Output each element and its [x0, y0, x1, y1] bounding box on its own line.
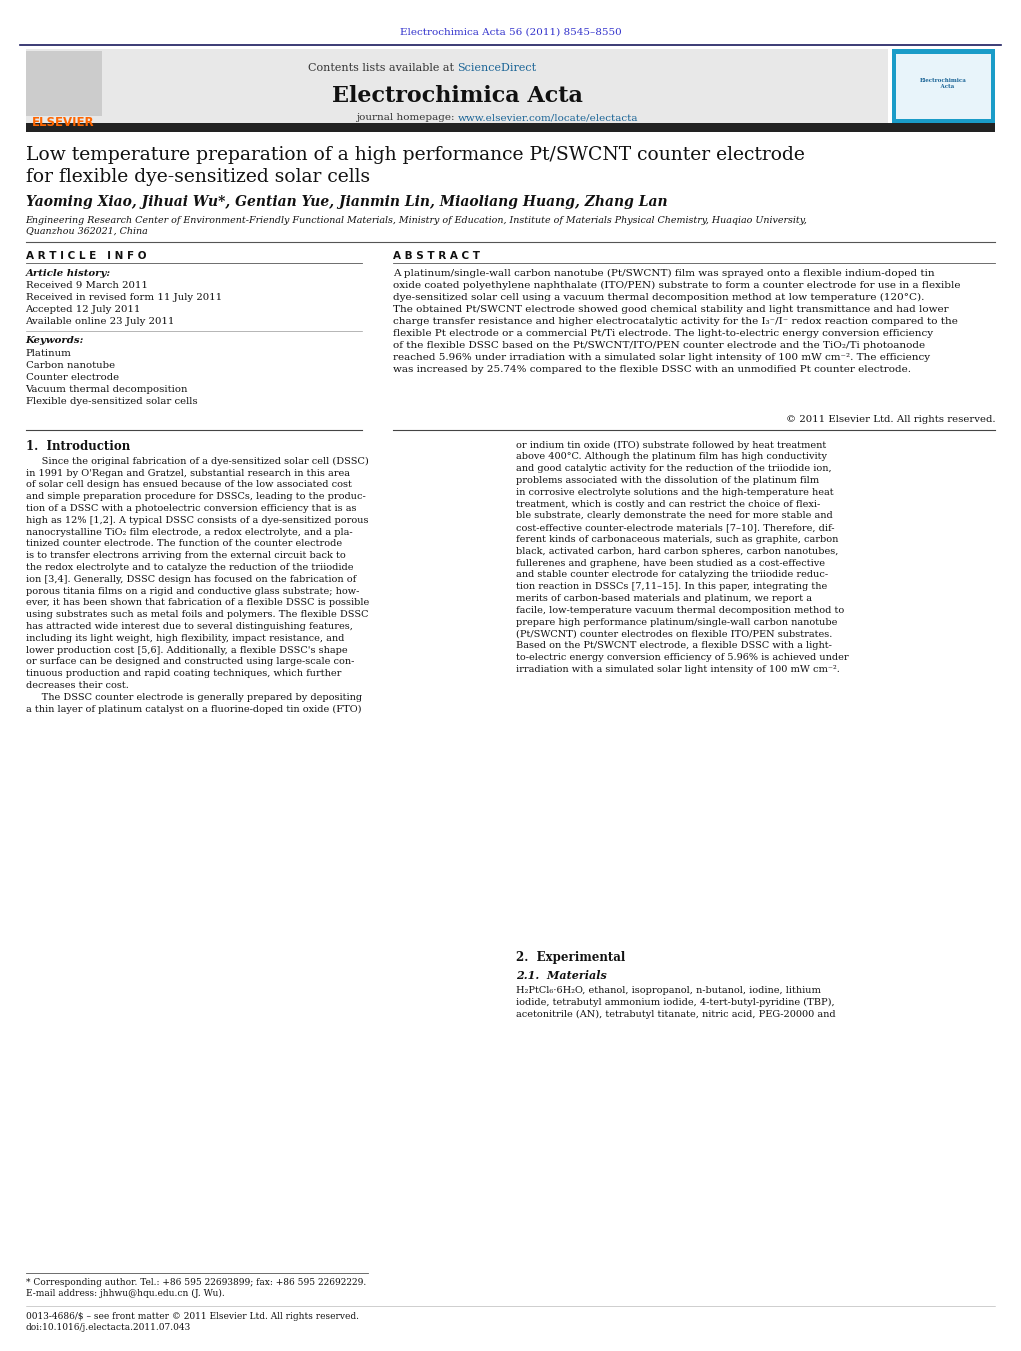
- Text: A B S T R A C T: A B S T R A C T: [393, 251, 480, 261]
- Bar: [26, 51, 102, 116]
- Text: Carbon nanotube: Carbon nanotube: [26, 361, 114, 370]
- Text: for flexible dye-sensitized solar cells: for flexible dye-sensitized solar cells: [26, 168, 370, 185]
- Text: 2.1.  Materials: 2.1. Materials: [516, 970, 606, 981]
- Bar: [26, 49, 888, 124]
- Text: * Corresponding author. Tel.: +86 595 22693899; fax: +86 595 22692229.: * Corresponding author. Tel.: +86 595 22…: [26, 1278, 366, 1288]
- Bar: [896, 54, 991, 119]
- Text: Contents lists available at: Contents lists available at: [308, 62, 457, 73]
- Text: www.elsevier.com/locate/electacta: www.elsevier.com/locate/electacta: [457, 113, 638, 122]
- Text: Electrochimica Acta 56 (2011) 8545–8550: Electrochimica Acta 56 (2011) 8545–8550: [399, 27, 622, 36]
- Text: A platinum/single-wall carbon nanotube (Pt/SWCNT) film was sprayed onto a flexib: A platinum/single-wall carbon nanotube (…: [393, 269, 961, 374]
- Text: Yaoming Xiao, Jihuai Wu*, Gentian Yue, Jianmin Lin, Miaoliang Huang, Zhang Lan: Yaoming Xiao, Jihuai Wu*, Gentian Yue, J…: [26, 195, 667, 208]
- Text: H₂PtCl₆·6H₂O, ethanol, isopropanol, n-butanol, iodine, lithium
iodide, tetrabuty: H₂PtCl₆·6H₂O, ethanol, isopropanol, n-bu…: [516, 986, 835, 1019]
- Text: 1.  Introduction: 1. Introduction: [26, 440, 130, 454]
- Text: or indium tin oxide (ITO) substrate followed by heat treatment
above 400°C. Alth: or indium tin oxide (ITO) substrate foll…: [516, 440, 848, 674]
- Text: Keywords:: Keywords:: [26, 336, 84, 346]
- Text: E-mail address: jhhwu@hqu.edu.cn (J. Wu).: E-mail address: jhhwu@hqu.edu.cn (J. Wu)…: [26, 1289, 225, 1298]
- Text: doi:10.1016/j.electacta.2011.07.043: doi:10.1016/j.electacta.2011.07.043: [26, 1323, 191, 1332]
- Text: ScienceDirect: ScienceDirect: [457, 62, 536, 73]
- Text: Flexible dye-sensitized solar cells: Flexible dye-sensitized solar cells: [26, 397, 197, 407]
- Text: Platinum: Platinum: [26, 349, 71, 358]
- Text: ELSEVIER: ELSEVIER: [32, 116, 95, 130]
- Bar: [26, 123, 995, 132]
- Text: Article history:: Article history:: [26, 269, 110, 278]
- Text: Engineering Research Center of Environment-Friendly Functional Materials, Minist: Engineering Research Center of Environme…: [26, 216, 808, 226]
- Text: Since the original fabrication of a dye-sensitized solar cell (DSSC)
in 1991 by : Since the original fabrication of a dye-…: [26, 457, 369, 713]
- Text: Available online 23 July 2011: Available online 23 July 2011: [26, 317, 175, 327]
- Text: Electrochimica Acta: Electrochimica Acta: [332, 85, 583, 107]
- Text: 2.  Experimental: 2. Experimental: [516, 951, 625, 965]
- Text: journal homepage:: journal homepage:: [355, 113, 457, 122]
- Text: Received 9 March 2011: Received 9 March 2011: [26, 281, 147, 290]
- Text: Electrochimica
    Acta: Electrochimica Acta: [920, 78, 967, 89]
- Text: Accepted 12 July 2011: Accepted 12 July 2011: [26, 305, 141, 315]
- Text: © 2011 Elsevier Ltd. All rights reserved.: © 2011 Elsevier Ltd. All rights reserved…: [786, 415, 995, 424]
- Text: Quanzhou 362021, China: Quanzhou 362021, China: [26, 227, 147, 236]
- Bar: [892, 49, 995, 124]
- Text: A R T I C L E   I N F O: A R T I C L E I N F O: [26, 251, 146, 261]
- Text: Counter electrode: Counter electrode: [26, 373, 118, 382]
- Text: Low temperature preparation of a high performance Pt/SWCNT counter electrode: Low temperature preparation of a high pe…: [26, 146, 805, 163]
- Text: Received in revised form 11 July 2011: Received in revised form 11 July 2011: [26, 293, 222, 303]
- Text: 0013-4686/$ – see front matter © 2011 Elsevier Ltd. All rights reserved.: 0013-4686/$ – see front matter © 2011 El…: [26, 1312, 358, 1321]
- Text: Vacuum thermal decomposition: Vacuum thermal decomposition: [26, 385, 188, 394]
